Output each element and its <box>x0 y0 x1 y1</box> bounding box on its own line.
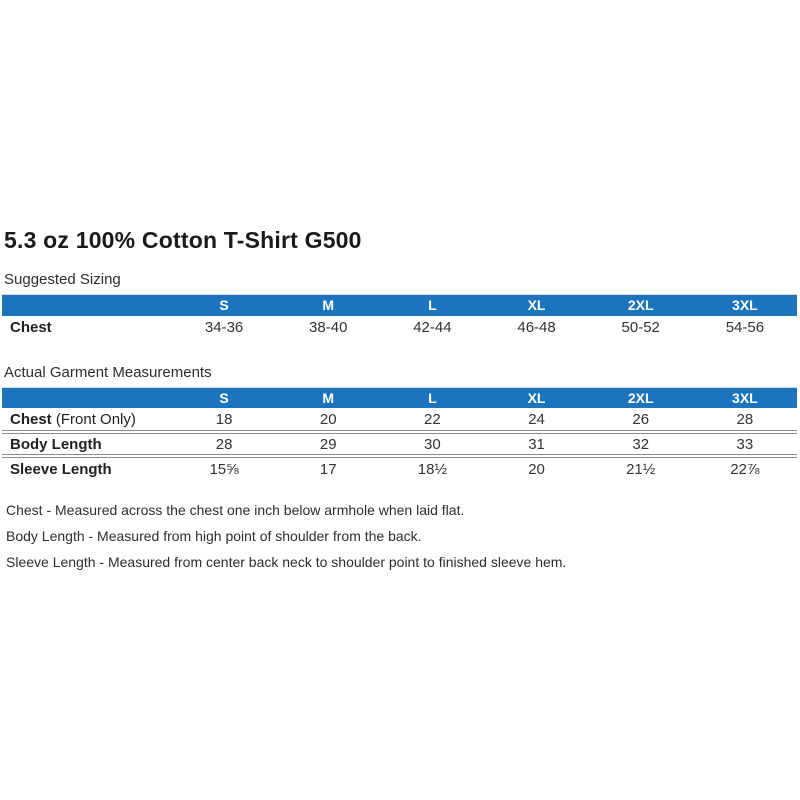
column-header-l: L <box>380 387 485 408</box>
table-cell: 30 <box>380 430 485 456</box>
table-row-sleeve-length: Sleeve Length 15⅝ 17 18½ 20 21½ 22⅞ <box>2 454 797 480</box>
table-cell: 15⅝ <box>172 454 277 480</box>
row-label-text: Sleeve Length <box>10 460 112 478</box>
table-cell: 17 <box>276 454 381 480</box>
table-row-body-length: Body Length 28 29 30 31 32 33 <box>2 430 797 456</box>
table-cell: 20 <box>484 454 589 480</box>
header-cell-empty <box>2 387 172 408</box>
column-header-m: M <box>276 294 381 316</box>
column-header-xl: XL <box>484 387 589 408</box>
table-cell: 18 <box>215 410 233 428</box>
table-cell: 18½ <box>380 454 485 480</box>
sizing-chart-content: 5.3 oz 100% Cotton T-Shirt G500 Suggeste… <box>0 228 800 575</box>
note-chest: Chest - Measured across the chest one in… <box>6 502 465 518</box>
table-cell: 31 <box>484 430 589 456</box>
table-cell: 22⅞ <box>692 454 797 480</box>
row-label-text: Chest <box>10 319 52 336</box>
note-sleeve-length: Sleeve Length - Measured from center bac… <box>6 554 567 570</box>
table-row-chest-suggested: Chest 34-36 38-40 42-44 46-48 50-52 54-5… <box>2 316 797 340</box>
suggested-sizing-table: S M L XL 2XL 3XL Chest 34-36 38-40 42-44… <box>2 294 797 340</box>
row-label-chest-front-only: Chest (Front Only) <box>2 408 172 432</box>
table-cell: 46-48 <box>517 319 556 336</box>
column-header-s: S <box>172 387 277 408</box>
column-header-3xl: 3XL <box>692 294 797 316</box>
column-header-s: S <box>172 294 277 316</box>
table-cell: 34-36 <box>204 319 244 336</box>
table-cell: 32 <box>588 430 693 456</box>
measurement-notes: Chest - Measured across the chest one in… <box>6 497 800 575</box>
page-title: 5.3 oz 100% Cotton T-Shirt G500 <box>4 227 362 253</box>
column-header-2xl: 2XL <box>588 387 693 408</box>
actual-measurements-header-row: S M L XL 2XL 3XL <box>2 387 797 408</box>
table-cell: 29 <box>276 430 381 456</box>
table-cell: 24 <box>528 410 545 428</box>
header-cell-empty <box>2 294 172 316</box>
table-cell: 22 <box>424 410 441 428</box>
row-label-text: Chest <box>10 410 52 428</box>
table-row-chest-front-only: Chest (Front Only) 18 20 22 24 26 28 <box>2 408 797 432</box>
table-cell: 26 <box>632 410 650 428</box>
table-cell: 50-52 <box>621 319 660 336</box>
column-header-2xl: 2XL <box>588 294 693 316</box>
column-header-m: M <box>276 387 381 408</box>
table-cell: 21½ <box>588 454 693 480</box>
actual-measurements-table: S M L XL 2XL 3XL Chest (Front Only) 18 2… <box>2 386 797 480</box>
note-body-length: Body Length - Measured from high point o… <box>6 528 422 544</box>
table-cell: 20 <box>319 410 337 428</box>
column-header-l: L <box>380 294 485 316</box>
row-label-sleeve-length: Sleeve Length <box>2 454 172 480</box>
section-label-suggested-sizing: Suggested Sizing <box>4 271 121 288</box>
row-label-chest: Chest <box>2 316 172 340</box>
column-header-3xl: 3XL <box>692 387 797 408</box>
table-cell: 54-56 <box>725 319 765 336</box>
table-cell: 38-40 <box>309 319 348 336</box>
row-label-body-length: Body Length <box>2 430 172 456</box>
column-header-xl: XL <box>484 294 589 316</box>
table-cell: 28 <box>172 430 277 456</box>
section-label-actual-measurements: Actual Garment Measurements <box>4 363 212 381</box>
suggested-sizing-header-row: S M L XL 2XL 3XL <box>2 294 797 316</box>
table-cell: 28 <box>736 410 754 428</box>
row-label-suffix: (Front Only) <box>51 410 136 428</box>
row-label-text: Body Length <box>10 435 102 453</box>
table-cell: 42-44 <box>413 319 452 336</box>
table-cell: 33 <box>692 430 797 456</box>
